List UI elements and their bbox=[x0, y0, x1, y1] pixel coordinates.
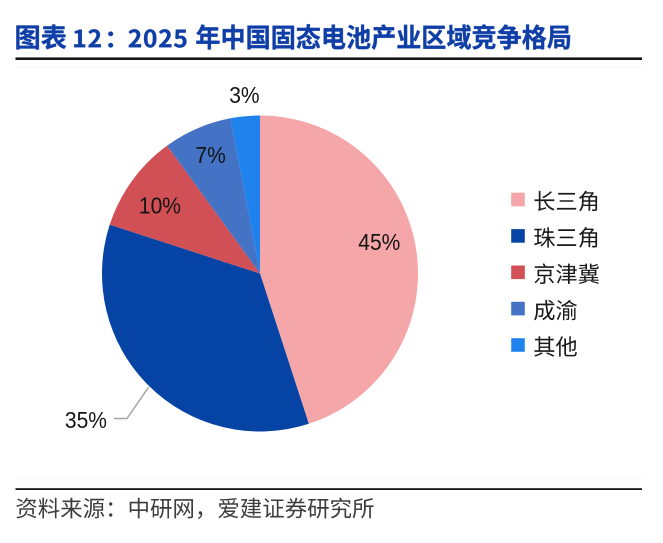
svg-text:45%: 45% bbox=[358, 229, 400, 255]
svg-text:10%: 10% bbox=[139, 192, 181, 218]
svg-text:3%: 3% bbox=[229, 82, 260, 108]
svg-text:35%: 35% bbox=[65, 407, 107, 433]
svg-text:7%: 7% bbox=[195, 142, 226, 168]
